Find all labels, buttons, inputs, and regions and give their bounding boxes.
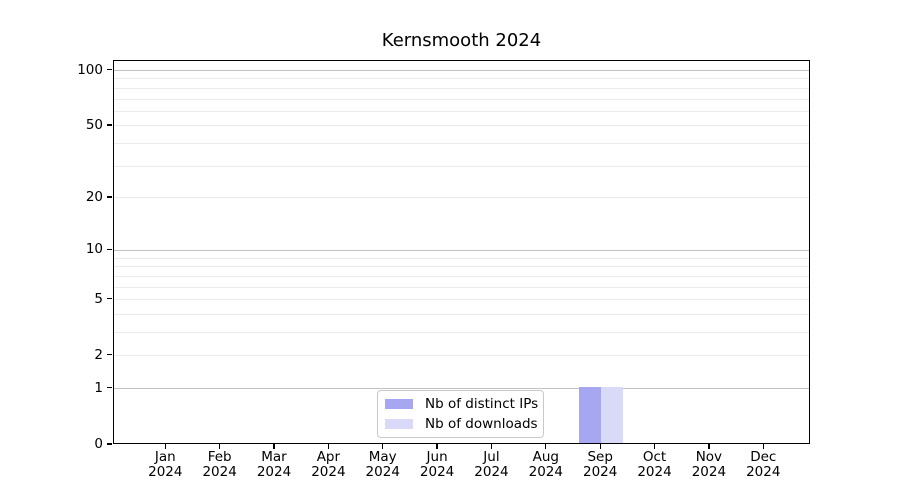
x-tick-label-month: Mar: [261, 449, 287, 465]
y-tick-label: 5: [94, 290, 103, 307]
x-tick-label: Oct 2024: [623, 450, 687, 479]
x-tick-label-month: Jun: [426, 449, 448, 465]
y-gridline-minor: [114, 125, 809, 127]
y-gridline-minor: [114, 143, 809, 145]
y-tick-label: 2: [94, 346, 103, 363]
y-tick: [107, 124, 112, 126]
y-tick-label: 10: [85, 241, 103, 258]
x-tick-label: Aug 2024: [514, 450, 578, 479]
x-tick-label: Apr 2024: [296, 450, 360, 479]
legend-item-distinct-ips: Nb of distinct IPs: [385, 396, 543, 413]
x-tick-label: Jan 2024: [133, 450, 197, 479]
x-tick: [382, 444, 384, 449]
y-gridline-minor: [114, 332, 809, 333]
y-gridline-minor: [114, 98, 809, 100]
x-tick-label-month: Jan: [154, 449, 176, 465]
x-tick: [490, 444, 493, 449]
y-tick-label: 100: [77, 61, 103, 78]
plot-area: [113, 60, 810, 444]
y-gridline-minor: [114, 110, 809, 112]
y-tick: [107, 387, 112, 389]
x-tick: [164, 444, 166, 449]
y-gridline-minor: [114, 197, 809, 199]
x-tick-label: Feb 2024: [188, 450, 252, 479]
x-tick: [653, 444, 656, 449]
x-tick-label-year: 2024: [202, 463, 237, 480]
y-gridline-minor: [114, 355, 809, 357]
x-tick: [436, 444, 438, 449]
chart-title: Kernsmooth 2024: [381, 30, 542, 51]
x-tick: [708, 444, 710, 449]
y-tick: [107, 443, 112, 445]
x-tick-label: Jun 2024: [405, 450, 469, 479]
y-gridline-major: [114, 388, 809, 390]
x-tick-label-month: Oct: [642, 449, 667, 465]
y-gridline-minor: [114, 78, 809, 80]
x-tick-label-year: 2024: [365, 463, 400, 480]
x-tick-label-month: Jul: [483, 449, 500, 465]
y-tick-label: 1: [94, 379, 103, 396]
x-tick-label-year: 2024: [582, 463, 618, 480]
x-tick-label-month: Aug: [532, 449, 559, 465]
y-tick-label: 50: [85, 116, 103, 133]
y-tick: [107, 297, 112, 300]
x-tick-label-month: May: [368, 449, 397, 465]
y-gridline-minor: [114, 286, 809, 288]
x-tick-label-month: Apr: [316, 449, 341, 465]
y-tick: [107, 354, 112, 356]
y-gridline-minor: [114, 313, 809, 315]
x-tick-label: Sep 2024: [568, 450, 632, 479]
x-tick: [545, 444, 547, 449]
y-tick: [107, 68, 112, 71]
legend: Nb of distinct IPs Nb of downloads: [377, 390, 544, 438]
x-tick: [762, 444, 764, 449]
bar-downloads: [601, 386, 624, 443]
y-gridline-minor: [114, 275, 809, 277]
x-tick-label-year: 2024: [419, 463, 455, 480]
y-gridline-major: [114, 70, 809, 71]
x-tick-label-month: Dec: [750, 449, 777, 465]
x-tick: [273, 444, 275, 449]
x-tick-label: Jul 2024: [459, 450, 523, 479]
legend-item-downloads: Nb of downloads: [385, 416, 543, 433]
x-tick-label-year: 2024: [746, 463, 781, 480]
x-tick-label: Mar 2024: [242, 450, 306, 479]
y-tick-label: 20: [85, 188, 103, 205]
x-tick-label-month: Feb: [207, 449, 232, 465]
x-tick-label-month: Nov: [695, 449, 723, 465]
y-gridline-minor: [114, 266, 809, 268]
x-tick: [599, 444, 601, 449]
x-tick-label-month: Sep: [587, 449, 613, 465]
x-tick: [219, 444, 221, 449]
y-gridline-major: [114, 249, 809, 251]
legend-swatch-distinct-ips: [385, 399, 413, 409]
x-tick-label-year: 2024: [256, 463, 292, 480]
x-tick-label-year: 2024: [528, 463, 563, 480]
y-gridline-minor: [114, 165, 809, 167]
x-tick-label: Dec 2024: [731, 450, 795, 479]
legend-label-downloads: Nb of downloads: [425, 416, 538, 432]
y-gridline-minor: [114, 257, 809, 259]
x-tick-label-year: 2024: [474, 463, 509, 480]
x-tick-label: May 2024: [351, 450, 415, 479]
y-tick: [107, 196, 112, 198]
x-tick: [327, 444, 330, 449]
x-tick-label-year: 2024: [691, 463, 727, 480]
x-tick-label-year: 2024: [637, 463, 672, 480]
x-tick-label: Nov 2024: [677, 450, 741, 479]
y-gridline-minor: [114, 299, 809, 301]
legend-label-distinct-ips: Nb of distinct IPs: [425, 396, 539, 412]
legend-swatch-downloads: [385, 419, 413, 429]
y-tick: [107, 248, 112, 251]
y-tick-label: 0: [94, 436, 103, 452]
bar-distinct-ips: [579, 386, 602, 443]
y-gridline-minor: [114, 87, 809, 89]
x-tick-label-year: 2024: [148, 463, 183, 480]
x-tick-label-year: 2024: [311, 463, 346, 480]
